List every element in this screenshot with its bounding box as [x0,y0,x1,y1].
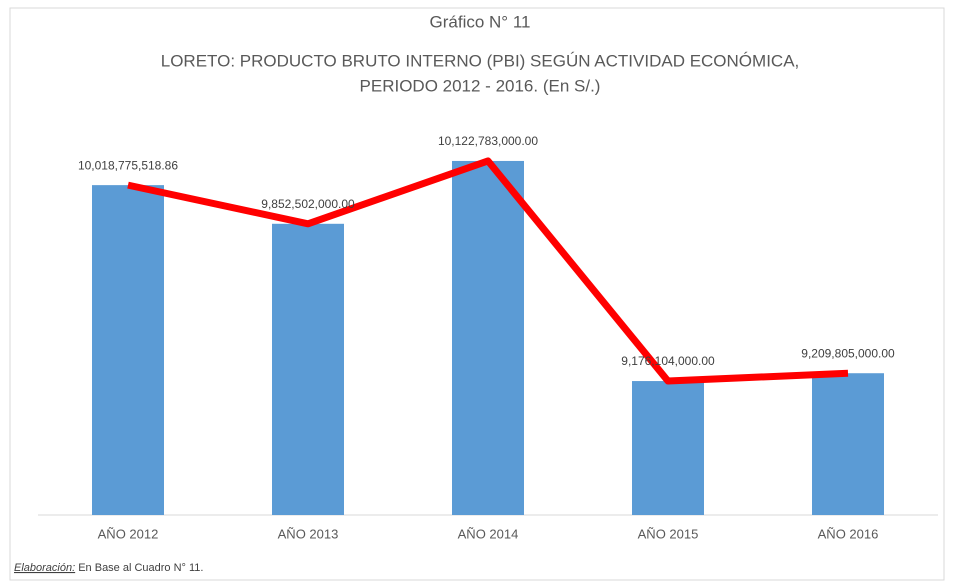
bar [272,223,344,516]
footer-text: En Base al Cuadro N° 11. [78,562,203,574]
data-label: 10,018,775,518.86 [78,158,178,172]
x-tick-label: AÑO 2012 [98,526,159,541]
bar [92,185,164,515]
bar [812,373,884,515]
data-label: 9,209,805,000.00 [801,346,895,360]
footer: Elaboración: En Base al Cuadro N° 11. [14,562,203,574]
trend-line [127,157,849,385]
data-label: 9,176,104,000.00 [621,354,715,368]
x-tick-label: AÑO 2013 [278,526,339,541]
chart-title: Gráfico N° 11 [430,12,531,31]
bar [452,160,524,516]
x-tick-label: AÑO 2015 [638,526,699,541]
chart-subtitle: LORETO: PRODUCTO BRUTO INTERNO (PBI) SEG… [161,51,800,70]
bar [632,381,704,515]
data-label: 9,852,502,000.00 [261,197,355,211]
footer-label: Elaboración: [14,562,75,574]
x-tick-label: AÑO 2016 [818,526,879,541]
x-tick-label: AÑO 2014 [458,526,519,541]
chart-subtitle: PERIODO 2012 - 2016. (En S/.) [360,76,601,95]
data-label: 10,122,783,000.00 [438,134,538,148]
